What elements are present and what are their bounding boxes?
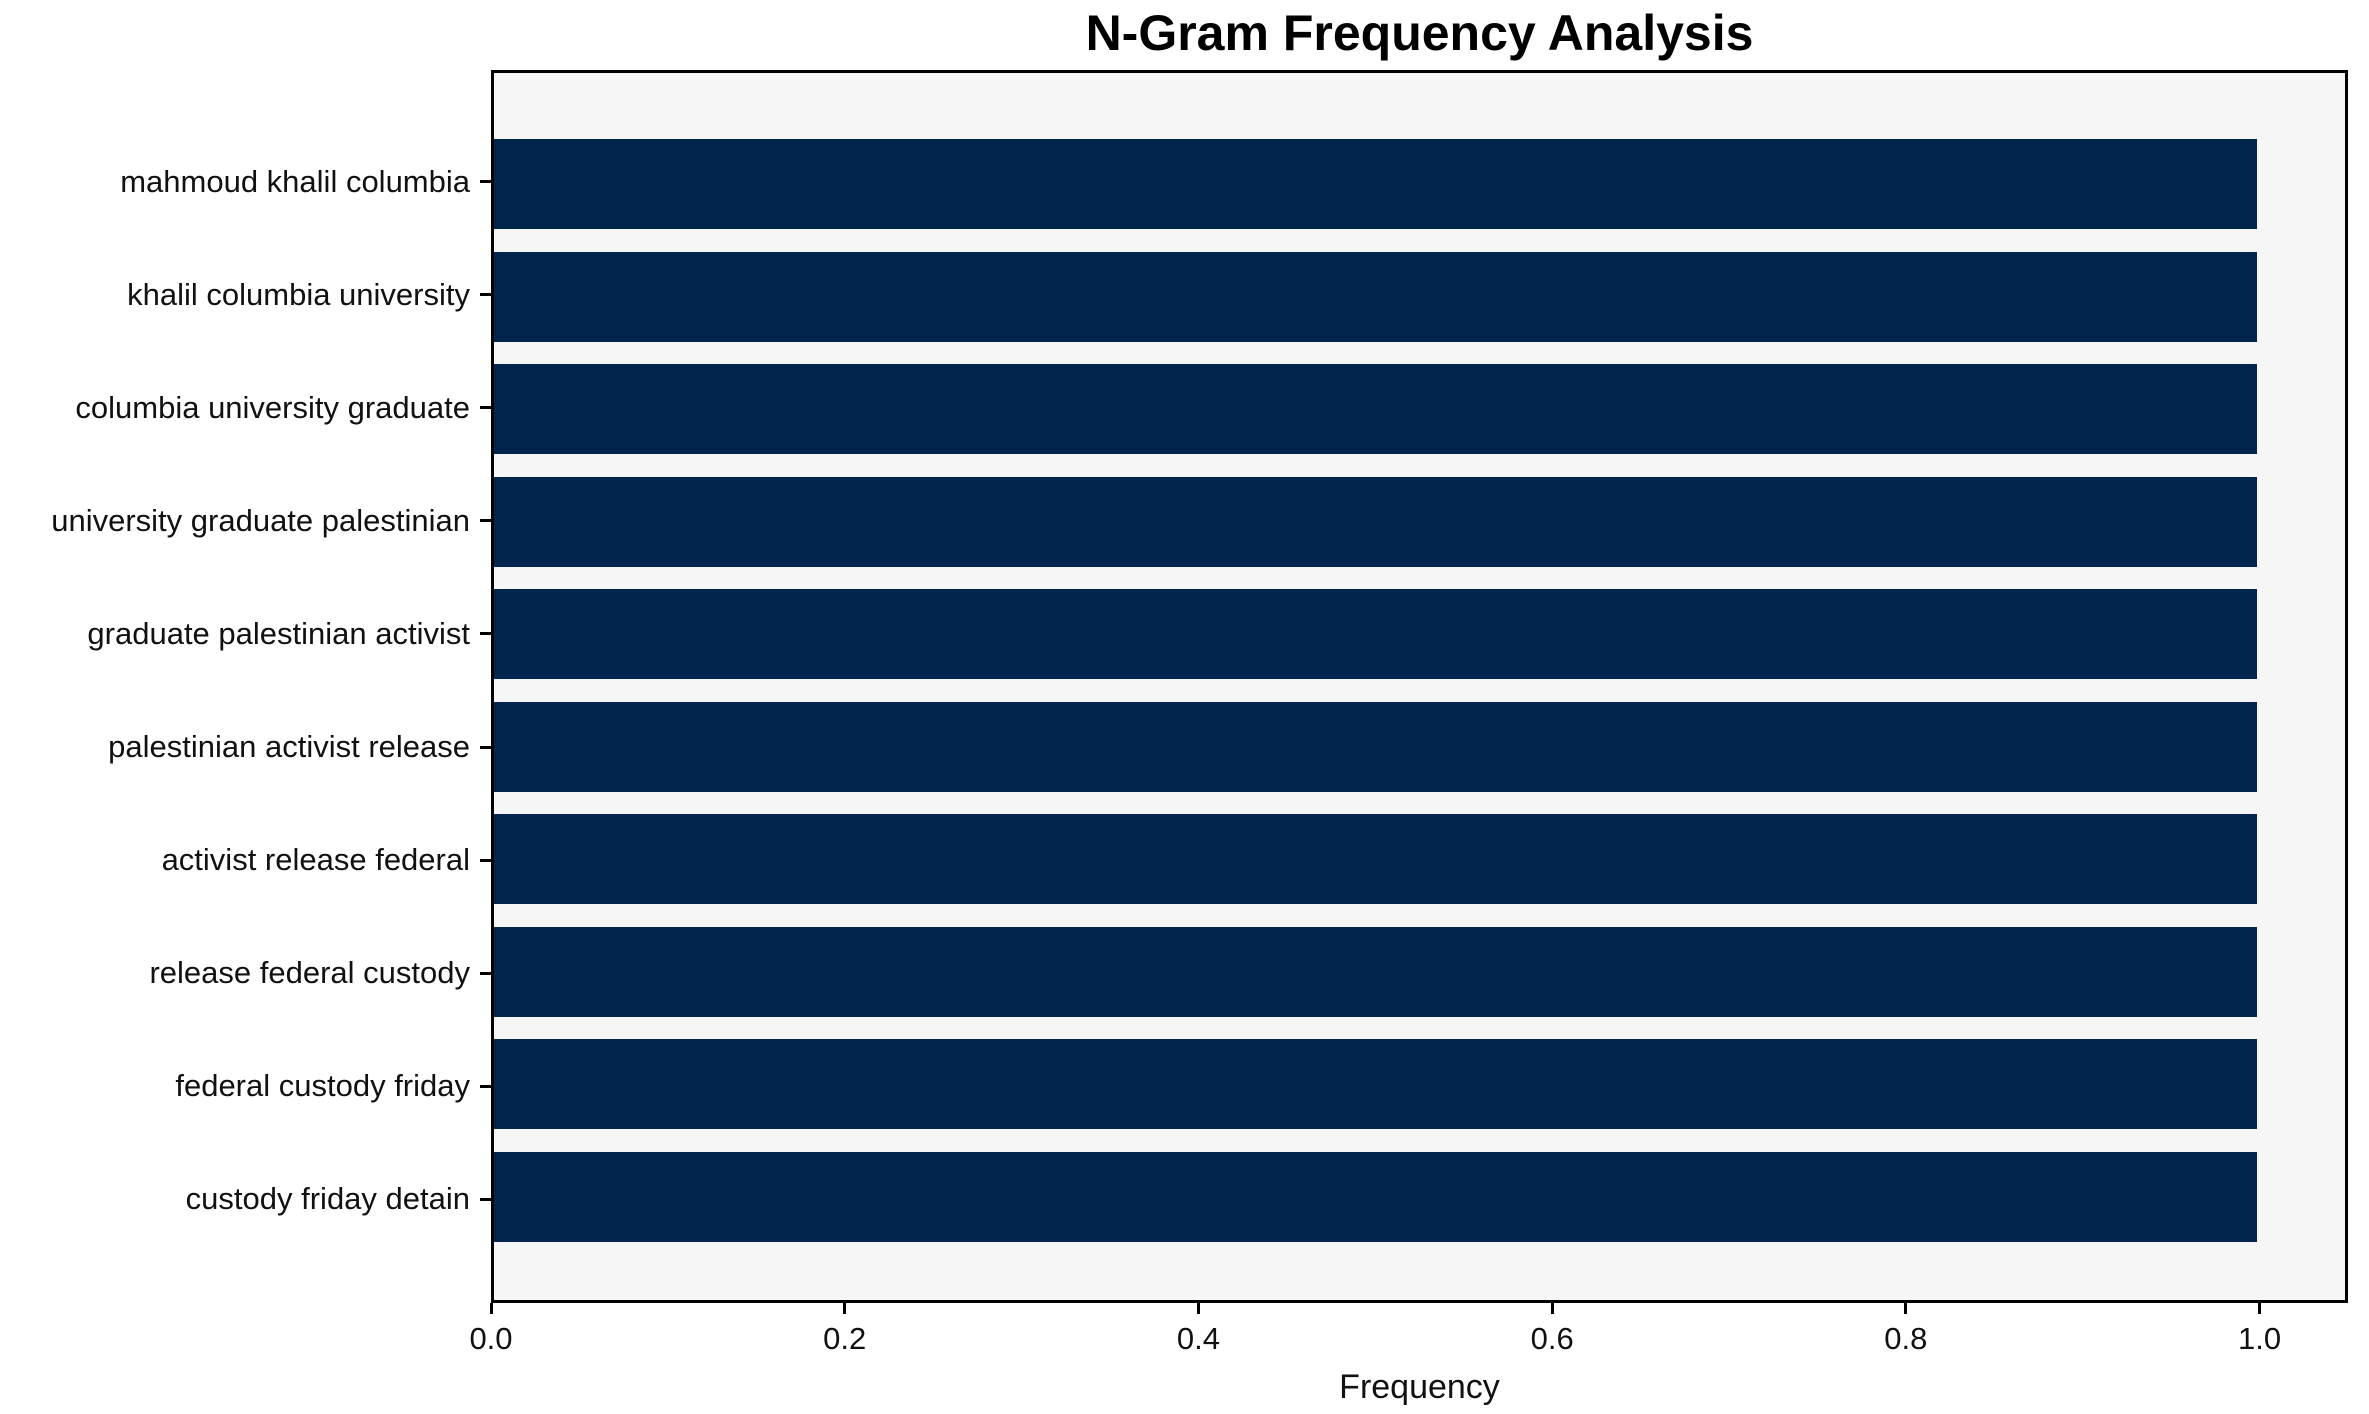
y-tick-mark <box>480 858 491 862</box>
y-tick-mark <box>480 406 491 410</box>
y-tick-mark <box>480 293 491 297</box>
y-tick-row: columbia university graduate <box>0 351 491 464</box>
bar <box>494 589 2257 680</box>
y-tick-mark <box>480 971 491 975</box>
x-tick-mark <box>843 1303 847 1314</box>
x-tick-mark <box>489 1303 493 1314</box>
x-tick-label: 1.0 <box>2238 1321 2282 1356</box>
x-tick-label: 0.8 <box>1884 1321 1928 1356</box>
x-axis: 0.0 0.2 0.4 0.6 0.8 1.0 <box>469 1303 2348 1373</box>
y-tick-label: columbia university graduate <box>75 389 470 425</box>
y-tick-label: university graduate palestinian <box>51 502 470 538</box>
x-tick-label: 0.4 <box>1176 1321 1220 1356</box>
y-tick-row: graduate palestinian activist <box>0 577 491 690</box>
x-tick-mark <box>2258 1303 2262 1314</box>
y-tick-row: custody friday detain <box>0 1143 491 1256</box>
y-tick-label: federal custody friday <box>175 1068 470 1104</box>
x-tick-mark <box>1904 1303 1908 1314</box>
y-tick-mark <box>480 1084 491 1088</box>
x-tick-mark <box>1196 1303 1200 1314</box>
y-tick-row: release federal custody <box>0 917 491 1030</box>
bar-row <box>494 803 2345 916</box>
y-tick-row: federal custody friday <box>0 1030 491 1143</box>
x-tick-label: 0.6 <box>1530 1321 1574 1356</box>
bar <box>494 251 2257 342</box>
y-tick-row: mahmoud khalil columbia <box>0 125 491 238</box>
y-axis-labels: mahmoud khalil columbia khalil columbia u… <box>0 70 491 1303</box>
bar <box>494 139 2257 230</box>
y-tick-mark <box>480 632 491 636</box>
bar-row <box>494 916 2345 1029</box>
y-tick-label: activist release federal <box>161 842 470 878</box>
bar <box>494 814 2257 905</box>
y-tick-row: activist release federal <box>0 804 491 917</box>
bar-row <box>494 578 2345 691</box>
y-tick-label: khalil columbia university <box>127 276 470 312</box>
y-tick-mark <box>480 745 491 749</box>
bar <box>494 1039 2257 1130</box>
y-tick-label: palestinian activist release <box>108 729 470 765</box>
y-tick-mark <box>480 519 491 523</box>
plot-area <box>491 70 2348 1303</box>
y-tick-label: mahmoud khalil columbia <box>120 163 470 199</box>
bar-row <box>494 1141 2345 1254</box>
y-tick-label: custody friday detain <box>185 1181 470 1217</box>
bar-row <box>494 241 2345 354</box>
x-axis-title: Frequency <box>1339 1368 1500 1406</box>
y-tick-mark <box>480 1197 491 1201</box>
y-tick-row: khalil columbia university <box>0 238 491 351</box>
bar <box>494 364 2257 455</box>
bar <box>494 926 2257 1017</box>
bar-row <box>494 691 2345 804</box>
bars-area <box>494 73 2345 1300</box>
bar-row <box>494 466 2345 579</box>
bar-row <box>494 353 2345 466</box>
bar <box>494 476 2257 567</box>
x-tick-label: 0.2 <box>823 1321 867 1356</box>
y-tick-label: release federal custody <box>149 955 470 991</box>
x-tick-label: 0.0 <box>469 1321 513 1356</box>
bar <box>494 701 2257 792</box>
bar <box>494 1151 2257 1242</box>
x-tick-mark <box>1550 1303 1554 1314</box>
y-tick-row: university graduate palestinian <box>0 464 491 577</box>
chart-title: N-Gram Frequency Analysis <box>1085 5 1754 61</box>
y-tick-mark <box>480 180 491 184</box>
y-tick-label: graduate palestinian activist <box>87 615 470 651</box>
y-tick-row: palestinian activist release <box>0 690 491 803</box>
bar-row <box>494 1028 2345 1141</box>
bar-row <box>494 128 2345 241</box>
